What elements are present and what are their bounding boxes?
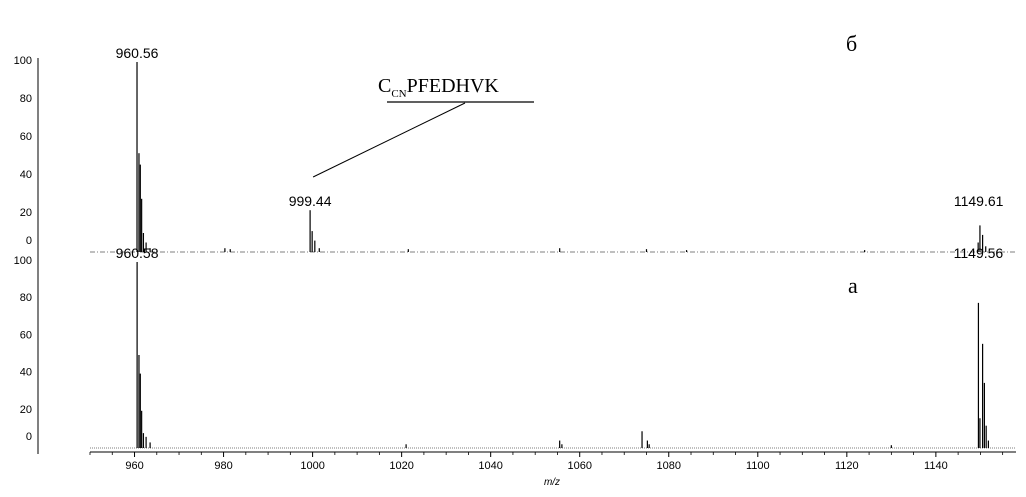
x-tick-label: 1120: [835, 460, 859, 472]
y-tick-label: 60: [20, 131, 32, 143]
x-tick-label: 1080: [657, 460, 681, 472]
y-tick-label: 20: [20, 404, 32, 416]
panel-top-spectrum: 100 80 60 40 20 0 960.56 999.44 1149.61 б CCNPFEDH…: [14, 31, 1016, 258]
peak-label: 1149.61: [954, 193, 1004, 209]
y-tick-label: 20: [20, 207, 32, 219]
peak-label: 960.58: [116, 245, 159, 261]
panel-bottom-spectrum: 100 80 60 40 20 0 960.58 1149.56 а: [14, 245, 1016, 454]
y-tick-label: 100: [14, 255, 32, 267]
y-tick-label: 40: [20, 367, 32, 379]
y-tick-label: 60: [20, 329, 32, 341]
x-tick-label: 1100: [746, 460, 770, 472]
panel-label: б: [846, 31, 857, 56]
peptide-subscript: CN: [391, 88, 406, 100]
x-axis: 960 980 1000 1020 1040 1060 1080 1100 1120 1140 m/…: [89, 451, 1016, 488]
y-tick-label: 0: [26, 235, 32, 247]
peak-label: 960.56: [116, 45, 159, 61]
panel-label: а: [848, 273, 858, 298]
y-tick-label: 80: [20, 93, 32, 105]
y-tick-label: 80: [20, 292, 32, 304]
x-axis-label: m/z: [544, 477, 560, 488]
x-tick-label: 1060: [567, 460, 591, 472]
peak-label: 1149.56: [954, 245, 1004, 261]
y-tick-label: 100: [14, 55, 32, 67]
x-tick-label: 1000: [300, 460, 324, 472]
peptide-suffix: PFEDHVK: [407, 75, 500, 97]
annotation-leader-line: [312, 102, 466, 178]
y-tick-label: 0: [26, 431, 32, 443]
x-tick-label: 960: [125, 460, 143, 472]
peak-label: 999.44: [289, 193, 332, 209]
x-tick-label: 1020: [389, 460, 413, 472]
peptide-prefix: C: [378, 75, 391, 97]
x-tick-label: 1040: [478, 460, 502, 472]
peptide-annotation: CCNPFEDHVK: [378, 75, 499, 100]
y-tick-label: 40: [20, 169, 32, 181]
x-tick-label: 980: [214, 460, 232, 472]
x-tick-label: 1140: [924, 460, 948, 472]
